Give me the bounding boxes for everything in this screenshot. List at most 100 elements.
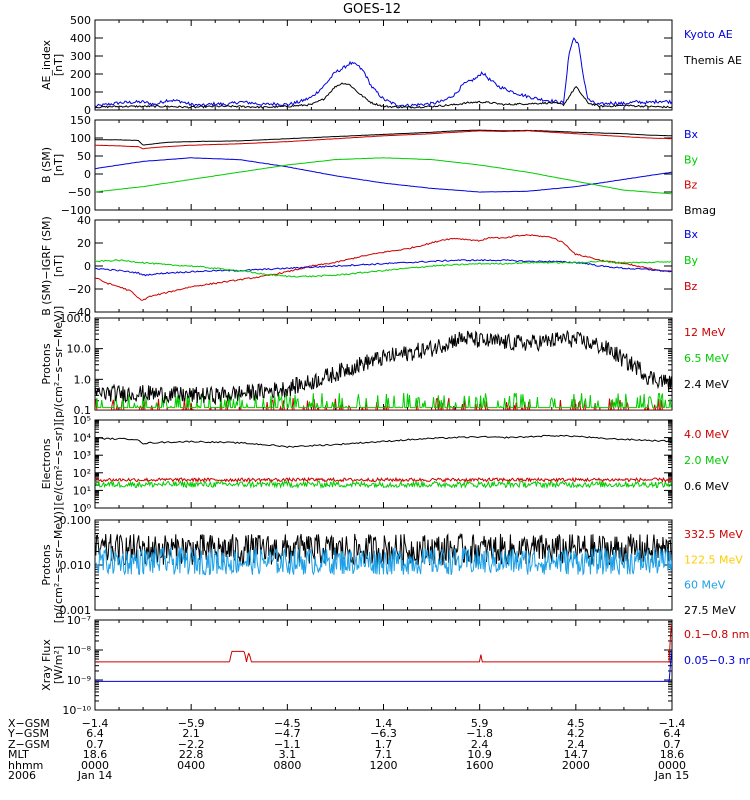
legend-entry: 12 MeV <box>684 326 726 339</box>
panel-series <box>95 37 672 109</box>
axis-value: 1600 <box>466 759 494 772</box>
series-kyoto-ae <box>95 37 672 108</box>
y-tick-label: 500 <box>70 14 91 27</box>
legend-entry: 332.5 MeV <box>684 528 743 541</box>
panel-protons1: 0.1 1.0 10.0 100.0 Protons [p/(cm²−s−sr−MeV)]… <box>40 306 729 422</box>
axis-value: 0400 <box>177 759 205 772</box>
panel-series <box>95 234 672 301</box>
axis-value: 0000 <box>81 759 109 772</box>
panel-b_sm: −100 −50 0 50 100 150 B (SM) [nT] Bx By Bz Bmag <box>40 114 716 217</box>
legend-entry: By <box>684 153 699 166</box>
panel-frame <box>94 619 673 711</box>
y-tick-label: 10⁴ <box>73 432 92 445</box>
y-tick-label: 10⁰ <box>73 502 92 515</box>
y-tick-label: 10⁻⁹ <box>67 674 91 687</box>
legend-entry: Themis AE <box>683 54 742 67</box>
y-tick-label: 10⁻¹⁰ <box>62 704 91 717</box>
y-axis-label: AE_index <box>40 39 53 90</box>
axis-value: 18.6 <box>660 748 685 761</box>
panel-xray: 10⁻¹⁰ 10⁻⁹ 10⁻⁸ 10⁻⁷ Xray Flux [W/m²] 0.1−0.8 … <box>40 614 750 717</box>
axis-value: 7.1 <box>375 748 393 761</box>
y-tick-label: 10⁻⁸ <box>67 644 92 657</box>
y-tick-label: 20 <box>77 237 91 250</box>
legend-entry: Kyoto AE <box>684 28 733 41</box>
legend-entry: 6.5 MeV <box>684 352 729 365</box>
y-tick-label: 10⁵ <box>73 414 91 427</box>
axis-value: 4.2 <box>567 727 585 740</box>
legend-entry: 0.1−0.8 nm <box>684 628 749 641</box>
panel-protons2: 0.001 0.010 0.100 Protons [p/(cm²−s−sr−MeV)]… <box>40 507 743 623</box>
panel-b_igrf: −40 −20 0 20 40 B (SM)−IGRF (SM) [nT] Bx By Bz <box>40 214 699 319</box>
axis-value: 10.9 <box>467 748 492 761</box>
legend-entry: 2.4 MeV <box>684 378 729 391</box>
y-tick-label: 0.010 <box>60 559 92 572</box>
y-axis-label: Protons <box>40 544 53 585</box>
axis-row-label: MLT <box>8 748 29 761</box>
axis-row-label: 2006 <box>8 769 36 782</box>
y-axis-label: Xray Flux <box>40 639 53 691</box>
y-tick-label: 100 <box>70 132 91 145</box>
panel-series <box>95 129 672 195</box>
axis-value: 14.7 <box>564 748 589 761</box>
y-tick-label: 0.001 <box>60 604 92 617</box>
y-tick-label: 10¹ <box>73 484 91 497</box>
series-6-5-mev <box>95 392 672 409</box>
y-tick-label: −50 <box>68 186 91 199</box>
axis-value: 0800 <box>273 759 301 772</box>
legend-entry: Bmag <box>684 204 716 217</box>
axis-value: −1.8 <box>466 727 493 740</box>
panel-series <box>95 532 672 576</box>
series-4-0-mev <box>95 476 672 484</box>
series-by <box>95 259 672 278</box>
series-0-1-0-8-nm <box>95 622 672 663</box>
axis-value: 4.5 <box>567 717 585 730</box>
axis-value: 6.4 <box>663 727 681 740</box>
legend-entry: 2.0 MeV <box>684 454 729 467</box>
y-tick-label: 10³ <box>73 449 91 462</box>
y-tick-label: 50 <box>77 150 91 163</box>
y-tick-label: 40 <box>77 214 91 227</box>
panel-series <box>95 622 672 682</box>
y-tick-label: 10⁻⁷ <box>67 614 91 627</box>
axis-value: 2.4 <box>567 738 585 751</box>
legend-entry: 4.0 MeV <box>684 428 729 441</box>
axis-row-label: Y−GSM <box>7 727 49 740</box>
y-tick-label: −20 <box>68 283 91 296</box>
series-by <box>95 157 672 195</box>
y-axis-label: Electrons <box>40 438 53 489</box>
y-tick-label: −40 <box>68 306 91 319</box>
y-axis-unit: [p/(cm²−s−sr−MeV)] <box>52 306 65 422</box>
panel-frame <box>94 419 673 509</box>
axis-value: −1.1 <box>274 738 301 751</box>
panel-ae: 0 100 200 300 400 500 AE_index [nT] Kyoto AE Them… <box>40 14 742 117</box>
y-axis-unit: [e/(cm²−s−sr)] <box>52 422 65 505</box>
y-tick-label: −100 <box>61 204 91 217</box>
axis-value: −5.9 <box>178 717 205 730</box>
axis-value: 2000 <box>562 759 590 772</box>
y-tick-label: 10² <box>73 467 91 480</box>
series-bx <box>95 259 672 277</box>
y-tick-label: 200 <box>70 68 91 81</box>
axis-value: 1.7 <box>375 738 393 751</box>
axis-value: 22.8 <box>179 748 204 761</box>
y-axis-unit: [nT] <box>52 154 65 176</box>
panel-series <box>95 434 672 490</box>
y-axis-label: B (SM) <box>40 147 53 183</box>
axis-value: Jan 15 <box>654 769 689 782</box>
y-axis-label: Protons <box>40 343 53 384</box>
axis-value: Jan 14 <box>77 769 112 782</box>
legend-entry: Bz <box>684 179 698 192</box>
y-tick-label: 0 <box>84 260 91 273</box>
axis-value: 1.4 <box>375 717 393 730</box>
y-axis-unit: [W/m²] <box>52 646 65 684</box>
y-tick-label: 0.1 <box>74 404 92 417</box>
y-tick-label: 300 <box>70 50 91 63</box>
axis-value: −1.4 <box>659 717 686 730</box>
series-bz <box>95 234 672 301</box>
y-tick-label: 0.100 <box>60 514 92 527</box>
chart-title: GOES-12 <box>343 2 401 17</box>
axis-value: 0.7 <box>86 738 104 751</box>
y-tick-label: 1.0 <box>74 373 92 386</box>
panel-frame <box>94 19 673 111</box>
